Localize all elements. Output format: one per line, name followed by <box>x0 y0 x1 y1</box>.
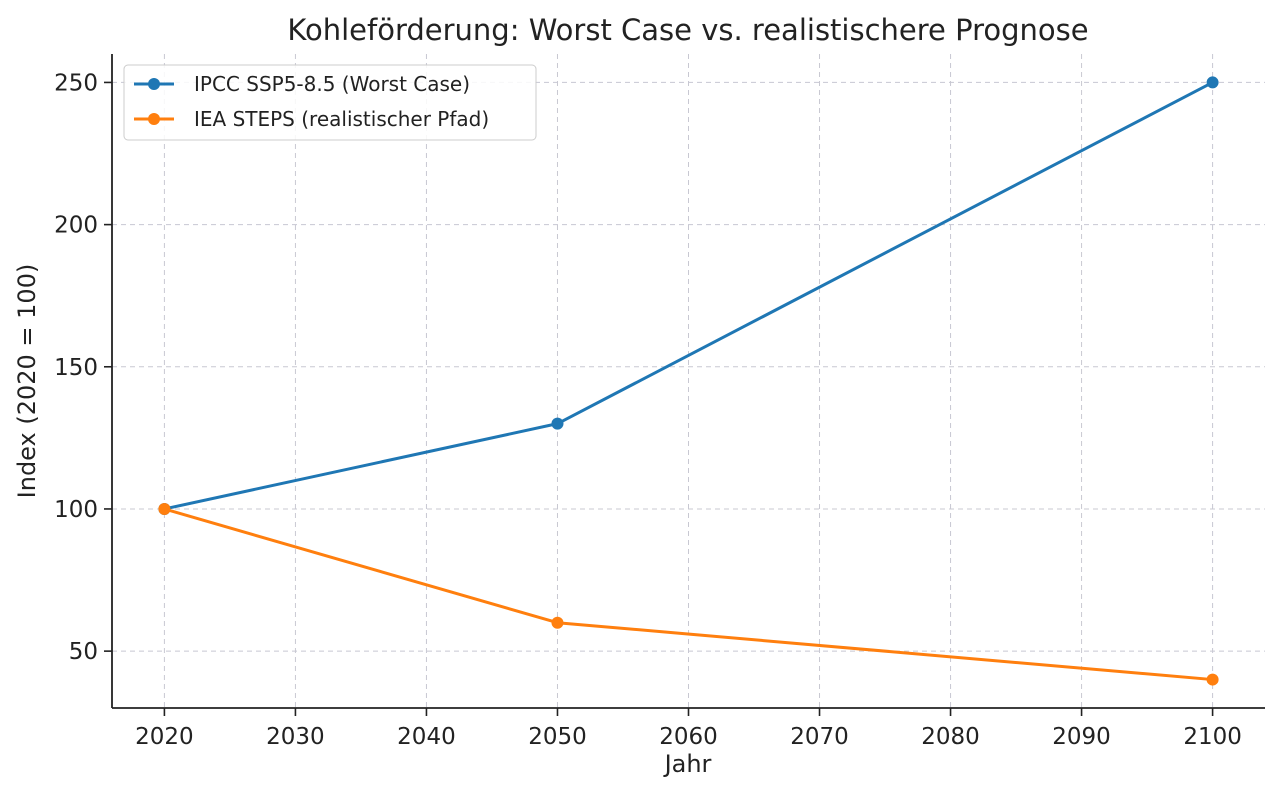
x-tick-label: 2020 <box>135 724 194 750</box>
series-group <box>158 76 1219 686</box>
legend-label: IPCC SSP5-8.5 (Worst Case) <box>194 72 470 96</box>
x-tick-label: 2090 <box>1052 724 1111 750</box>
y-tick-label: 200 <box>54 213 98 239</box>
legend-box <box>123 64 537 141</box>
legend: IPCC SSP5-8.5 (Worst Case) IEA STEPS (rea… <box>123 64 537 141</box>
x-axis-ticks: 2020 2030 2040 2050 2060 2070 2080 2090 2100 <box>135 708 1242 750</box>
y-tick-label: 100 <box>54 497 98 523</box>
data-point <box>1206 76 1219 89</box>
data-point <box>551 417 564 430</box>
y-tick-label: 50 <box>69 639 98 665</box>
chart-title: Kohleförderung: Worst Case vs. realistis… <box>287 13 1088 47</box>
x-tick-label: 2060 <box>659 724 718 750</box>
legend-marker <box>148 113 160 125</box>
grid-lines <box>112 54 1265 708</box>
legend-marker <box>148 78 160 90</box>
x-axis-label: Jahr <box>663 750 712 778</box>
x-tick-label: 2040 <box>397 724 456 750</box>
data-point <box>158 502 171 515</box>
y-tick-label: 250 <box>54 70 98 96</box>
data-point <box>551 616 564 629</box>
x-tick-label: 2080 <box>921 724 980 750</box>
x-tick-label: 2030 <box>266 724 325 750</box>
legend-label: IEA STEPS (realistischer Pfad) <box>194 107 489 131</box>
x-tick-label: 2070 <box>790 724 849 750</box>
y-tick-label: 150 <box>54 355 98 381</box>
x-tick-label: 2100 <box>1183 724 1242 750</box>
x-tick-label: 2050 <box>528 724 587 750</box>
y-axis-label: Index (2020 = 100) <box>13 264 41 499</box>
y-axis-ticks: 50 100 150 200 250 <box>54 70 112 665</box>
data-point <box>1206 673 1219 686</box>
